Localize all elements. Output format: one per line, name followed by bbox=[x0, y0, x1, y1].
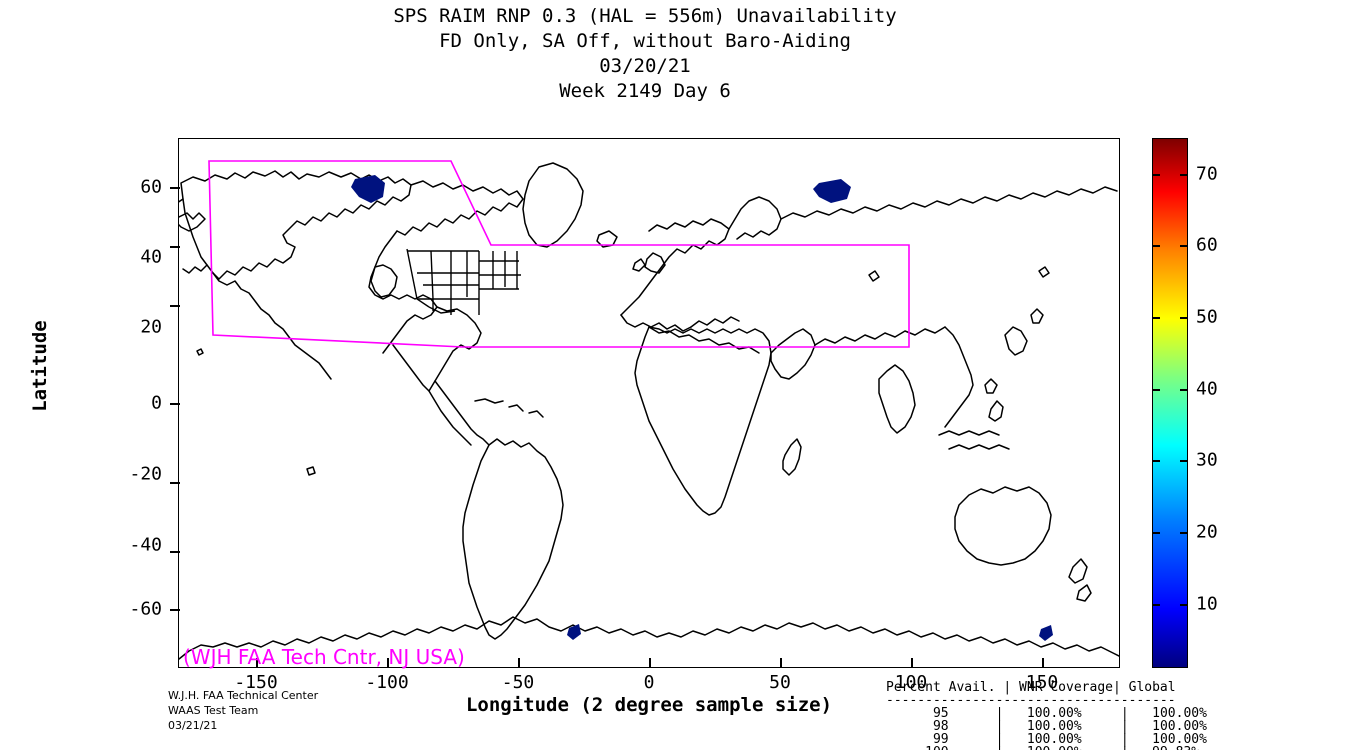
ytick-mark bbox=[170, 246, 180, 248]
credit-line-3: 03/21/21 bbox=[168, 719, 218, 732]
hudson-bay-outage-patch bbox=[351, 175, 385, 203]
ytick-label: 20 bbox=[140, 316, 162, 338]
stats-cell-wnr-coverage: 100.00% bbox=[1026, 719, 1082, 734]
stats-cell-global: 100.00% bbox=[1152, 719, 1207, 734]
outage-patch-group bbox=[351, 175, 1053, 641]
colorbar-tick bbox=[1152, 317, 1160, 319]
colorbar-tick-label: 10 bbox=[1196, 593, 1218, 615]
colorbar-tick-label: 60 bbox=[1196, 234, 1218, 256]
stats-cell-wnr-coverage: 100.00% bbox=[1026, 706, 1082, 721]
ytick-mark bbox=[170, 305, 180, 307]
colorbar-gradient bbox=[1152, 138, 1188, 668]
xtick-label: -100 bbox=[365, 672, 409, 693]
stats-cell-percent-avail: 99 bbox=[932, 732, 949, 747]
colorbar-tick bbox=[1180, 389, 1188, 391]
colorbar-tick bbox=[1180, 174, 1188, 176]
stats-cell-wnr-coverage: 100.00% bbox=[1026, 732, 1082, 747]
colorbar-tick bbox=[1152, 174, 1160, 176]
south-pacific-outage-patch bbox=[1039, 625, 1053, 641]
ytick-mark bbox=[170, 187, 180, 189]
xtick-mark bbox=[387, 658, 389, 668]
x-axis-label: Longitude (2 degree sample size) bbox=[465, 694, 833, 716]
title-line-1: SPS RAIM RNP 0.3 (HAL = 556m) Unavailabi… bbox=[393, 5, 897, 27]
stats-header-row: Percent Avail. | WNR Coverage| Global bbox=[886, 680, 1176, 695]
xtick-mark bbox=[1042, 658, 1044, 668]
colorbar-tick bbox=[1180, 245, 1188, 247]
credit-line-2: WAAS Test Team bbox=[168, 704, 259, 717]
title-line-2: FD Only, SA Off, without Baro-Aiding bbox=[439, 30, 851, 52]
ytick-mark bbox=[170, 609, 180, 611]
stats-cell-percent-avail: 100 bbox=[925, 745, 948, 750]
colorbar-tick-label: 20 bbox=[1196, 521, 1218, 543]
xtick-label: 0 bbox=[643, 672, 655, 693]
colorbar-tick bbox=[1180, 532, 1188, 534]
colorbar-tick bbox=[1180, 460, 1188, 462]
ytick-mark bbox=[170, 403, 180, 405]
stats-cell-wnr-coverage: 100.00% bbox=[1027, 745, 1082, 750]
colorbar-tick bbox=[1152, 389, 1160, 391]
stats-row: 98 | 100.00% | 100.00% bbox=[932, 719, 1207, 734]
xtick-label: -150 bbox=[234, 672, 278, 693]
world-map-coastlines bbox=[179, 160, 1119, 660]
xtick-mark bbox=[518, 658, 520, 668]
us-state-borders bbox=[406, 248, 521, 315]
xtick-label: 150 bbox=[1025, 672, 1059, 693]
stats-cell-global: 100.00% bbox=[1152, 706, 1207, 721]
colorbar-tick-label: 30 bbox=[1196, 449, 1218, 471]
northern-russia-outage-patch bbox=[813, 179, 851, 203]
xtick-label: 100 bbox=[894, 672, 928, 693]
ytick-label: -20 bbox=[129, 463, 162, 485]
stats-row: 100 | 100.00% | 99.83% bbox=[886, 746, 1207, 750]
south-atlantic-outage-patch bbox=[567, 624, 581, 640]
ytick-label: 0 bbox=[151, 392, 162, 414]
ytick-label: -60 bbox=[129, 598, 162, 620]
xtick-label: 50 bbox=[769, 672, 791, 693]
waas-coverage-polygon bbox=[208, 160, 910, 348]
credit-block: W.J.H. FAA Technical Center WAAS Test Te… bbox=[168, 688, 318, 733]
xtick-mark bbox=[911, 658, 913, 668]
colorbar-tick-label: 50 bbox=[1196, 306, 1218, 328]
colorbar-tick bbox=[1152, 532, 1160, 534]
colorbar-tick bbox=[1152, 245, 1160, 247]
credit-line-1: W.J.H. FAA Technical Center bbox=[168, 689, 319, 702]
xtick-mark bbox=[256, 658, 258, 668]
colorbar-tick bbox=[1152, 460, 1160, 462]
colorbar-tick bbox=[1180, 317, 1188, 319]
stats-rule: ------------------------------------- bbox=[886, 693, 1176, 708]
plot-title-block: SPS RAIM RNP 0.3 (HAL = 556m) Unavailabi… bbox=[0, 4, 1290, 104]
stats-cell-percent-avail: 98 bbox=[932, 719, 949, 734]
xtick-label: -50 bbox=[501, 672, 535, 693]
ytick-label: 40 bbox=[140, 246, 162, 268]
xtick-mark bbox=[649, 658, 651, 668]
colorbar-tick-label: 70 bbox=[1196, 163, 1218, 185]
stats-row: 99 | 100.00% | 100.00% bbox=[932, 732, 1207, 747]
colorbar-tick bbox=[1152, 604, 1160, 606]
availability-stats-table: Percent Avail. | WNR Coverage| Global ---… bbox=[886, 681, 1207, 750]
title-line-4-week: Week 2149 Day 6 bbox=[559, 80, 731, 102]
world-map-axes bbox=[178, 138, 1120, 668]
stats-cell-global: 100.00% bbox=[1152, 732, 1207, 747]
colorbar-tick-label: 40 bbox=[1196, 378, 1218, 400]
ytick-mark bbox=[170, 551, 180, 553]
y-axis-label: Latitude bbox=[29, 320, 51, 412]
stats-cell-global: 99.83% bbox=[1152, 745, 1199, 750]
ytick-label: -40 bbox=[129, 534, 162, 556]
stats-row: 95 | 100.00% | 100.00% bbox=[932, 706, 1207, 721]
ytick-label: 60 bbox=[140, 176, 162, 198]
ytick-mark bbox=[170, 482, 180, 484]
title-line-3-date: 03/20/21 bbox=[599, 55, 691, 77]
colorbar-tick bbox=[1180, 604, 1188, 606]
colorbar-wrap: 10 20 30 40 50 60 70 bbox=[1152, 138, 1218, 668]
stats-cell-percent-avail: 95 bbox=[932, 706, 949, 721]
xtick-mark bbox=[780, 658, 782, 668]
